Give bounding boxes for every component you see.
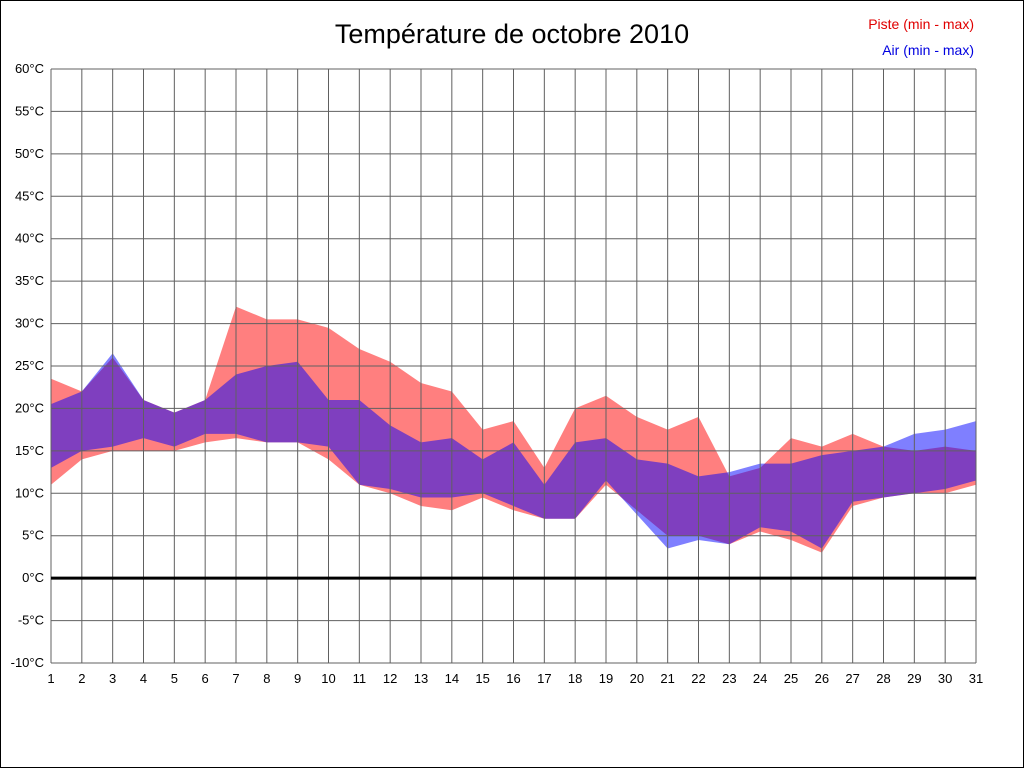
svg-text:21: 21 <box>660 671 674 686</box>
svg-text:29: 29 <box>907 671 921 686</box>
svg-text:-5°C: -5°C <box>18 613 44 628</box>
svg-text:55°C: 55°C <box>15 103 44 118</box>
svg-text:7: 7 <box>232 671 239 686</box>
svg-text:25°C: 25°C <box>15 358 44 373</box>
svg-text:3: 3 <box>109 671 116 686</box>
svg-text:11: 11 <box>353 671 367 686</box>
svg-text:18: 18 <box>568 671 582 686</box>
svg-text:4: 4 <box>140 671 147 686</box>
svg-text:50°C: 50°C <box>15 146 44 161</box>
svg-text:0°C: 0°C <box>22 570 44 585</box>
chart-legend: Piste (min - max) Air (min - max) <box>868 11 974 63</box>
svg-text:27: 27 <box>845 671 859 686</box>
svg-text:22: 22 <box>691 671 705 686</box>
svg-text:16: 16 <box>506 671 520 686</box>
svg-text:20: 20 <box>630 671 644 686</box>
svg-text:40°C: 40°C <box>15 231 44 246</box>
svg-text:2: 2 <box>78 671 85 686</box>
svg-text:5°C: 5°C <box>22 528 44 543</box>
svg-text:23: 23 <box>722 671 736 686</box>
svg-text:25: 25 <box>784 671 798 686</box>
svg-text:45°C: 45°C <box>15 188 44 203</box>
legend-item-piste: Piste (min - max) <box>868 16 974 32</box>
svg-text:26: 26 <box>815 671 829 686</box>
svg-text:14: 14 <box>445 671 459 686</box>
svg-text:-10°C: -10°C <box>11 655 44 670</box>
chart-title: Température de octobre 2010 <box>334 19 690 49</box>
svg-text:8: 8 <box>263 671 270 686</box>
svg-text:13: 13 <box>414 671 428 686</box>
svg-text:60°C: 60°C <box>15 61 44 76</box>
svg-text:9: 9 <box>294 671 301 686</box>
svg-text:24: 24 <box>753 671 767 686</box>
svg-text:10°C: 10°C <box>15 485 44 500</box>
svg-text:28: 28 <box>876 671 890 686</box>
svg-text:10: 10 <box>321 671 335 686</box>
svg-text:15: 15 <box>475 671 489 686</box>
svg-text:15°C: 15°C <box>15 443 44 458</box>
svg-text:35°C: 35°C <box>15 273 44 288</box>
svg-text:5: 5 <box>171 671 178 686</box>
legend-item-air: Air (min - max) <box>882 42 974 58</box>
svg-text:6: 6 <box>202 671 209 686</box>
svg-text:30: 30 <box>938 671 952 686</box>
svg-text:1: 1 <box>47 671 54 686</box>
svg-text:12: 12 <box>383 671 397 686</box>
svg-text:20°C: 20°C <box>15 400 44 415</box>
svg-text:17: 17 <box>537 671 551 686</box>
svg-text:30°C: 30°C <box>15 316 44 331</box>
svg-text:31: 31 <box>969 671 983 686</box>
svg-text:19: 19 <box>599 671 613 686</box>
